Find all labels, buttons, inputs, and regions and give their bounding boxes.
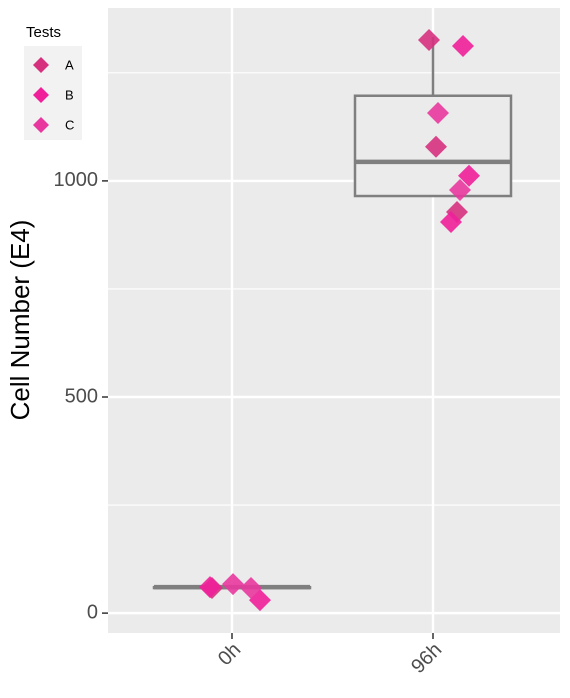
x-tick-label: 0h [214, 639, 245, 670]
point [458, 164, 480, 187]
y-axis-label: Cell Number (E4) [5, 220, 35, 421]
point [240, 577, 262, 600]
y-tick-label: 1000 [54, 169, 99, 191]
point [452, 35, 474, 58]
y-tick-label: 0 [87, 601, 98, 623]
legend-key [33, 57, 49, 73]
y-tick-label: 500 [65, 385, 98, 407]
point [418, 28, 440, 51]
legend-label: A [65, 57, 74, 72]
point [425, 135, 447, 158]
legend-label: C [65, 117, 74, 132]
legend-key [33, 87, 49, 103]
x-tick-label: 96h [407, 639, 446, 678]
point [440, 210, 462, 233]
legend-title: Tests [26, 24, 61, 41]
point [199, 576, 221, 599]
legend-label: B [65, 87, 74, 102]
point [449, 178, 471, 201]
point [222, 573, 244, 596]
point [427, 102, 449, 125]
legend-key [33, 117, 49, 133]
